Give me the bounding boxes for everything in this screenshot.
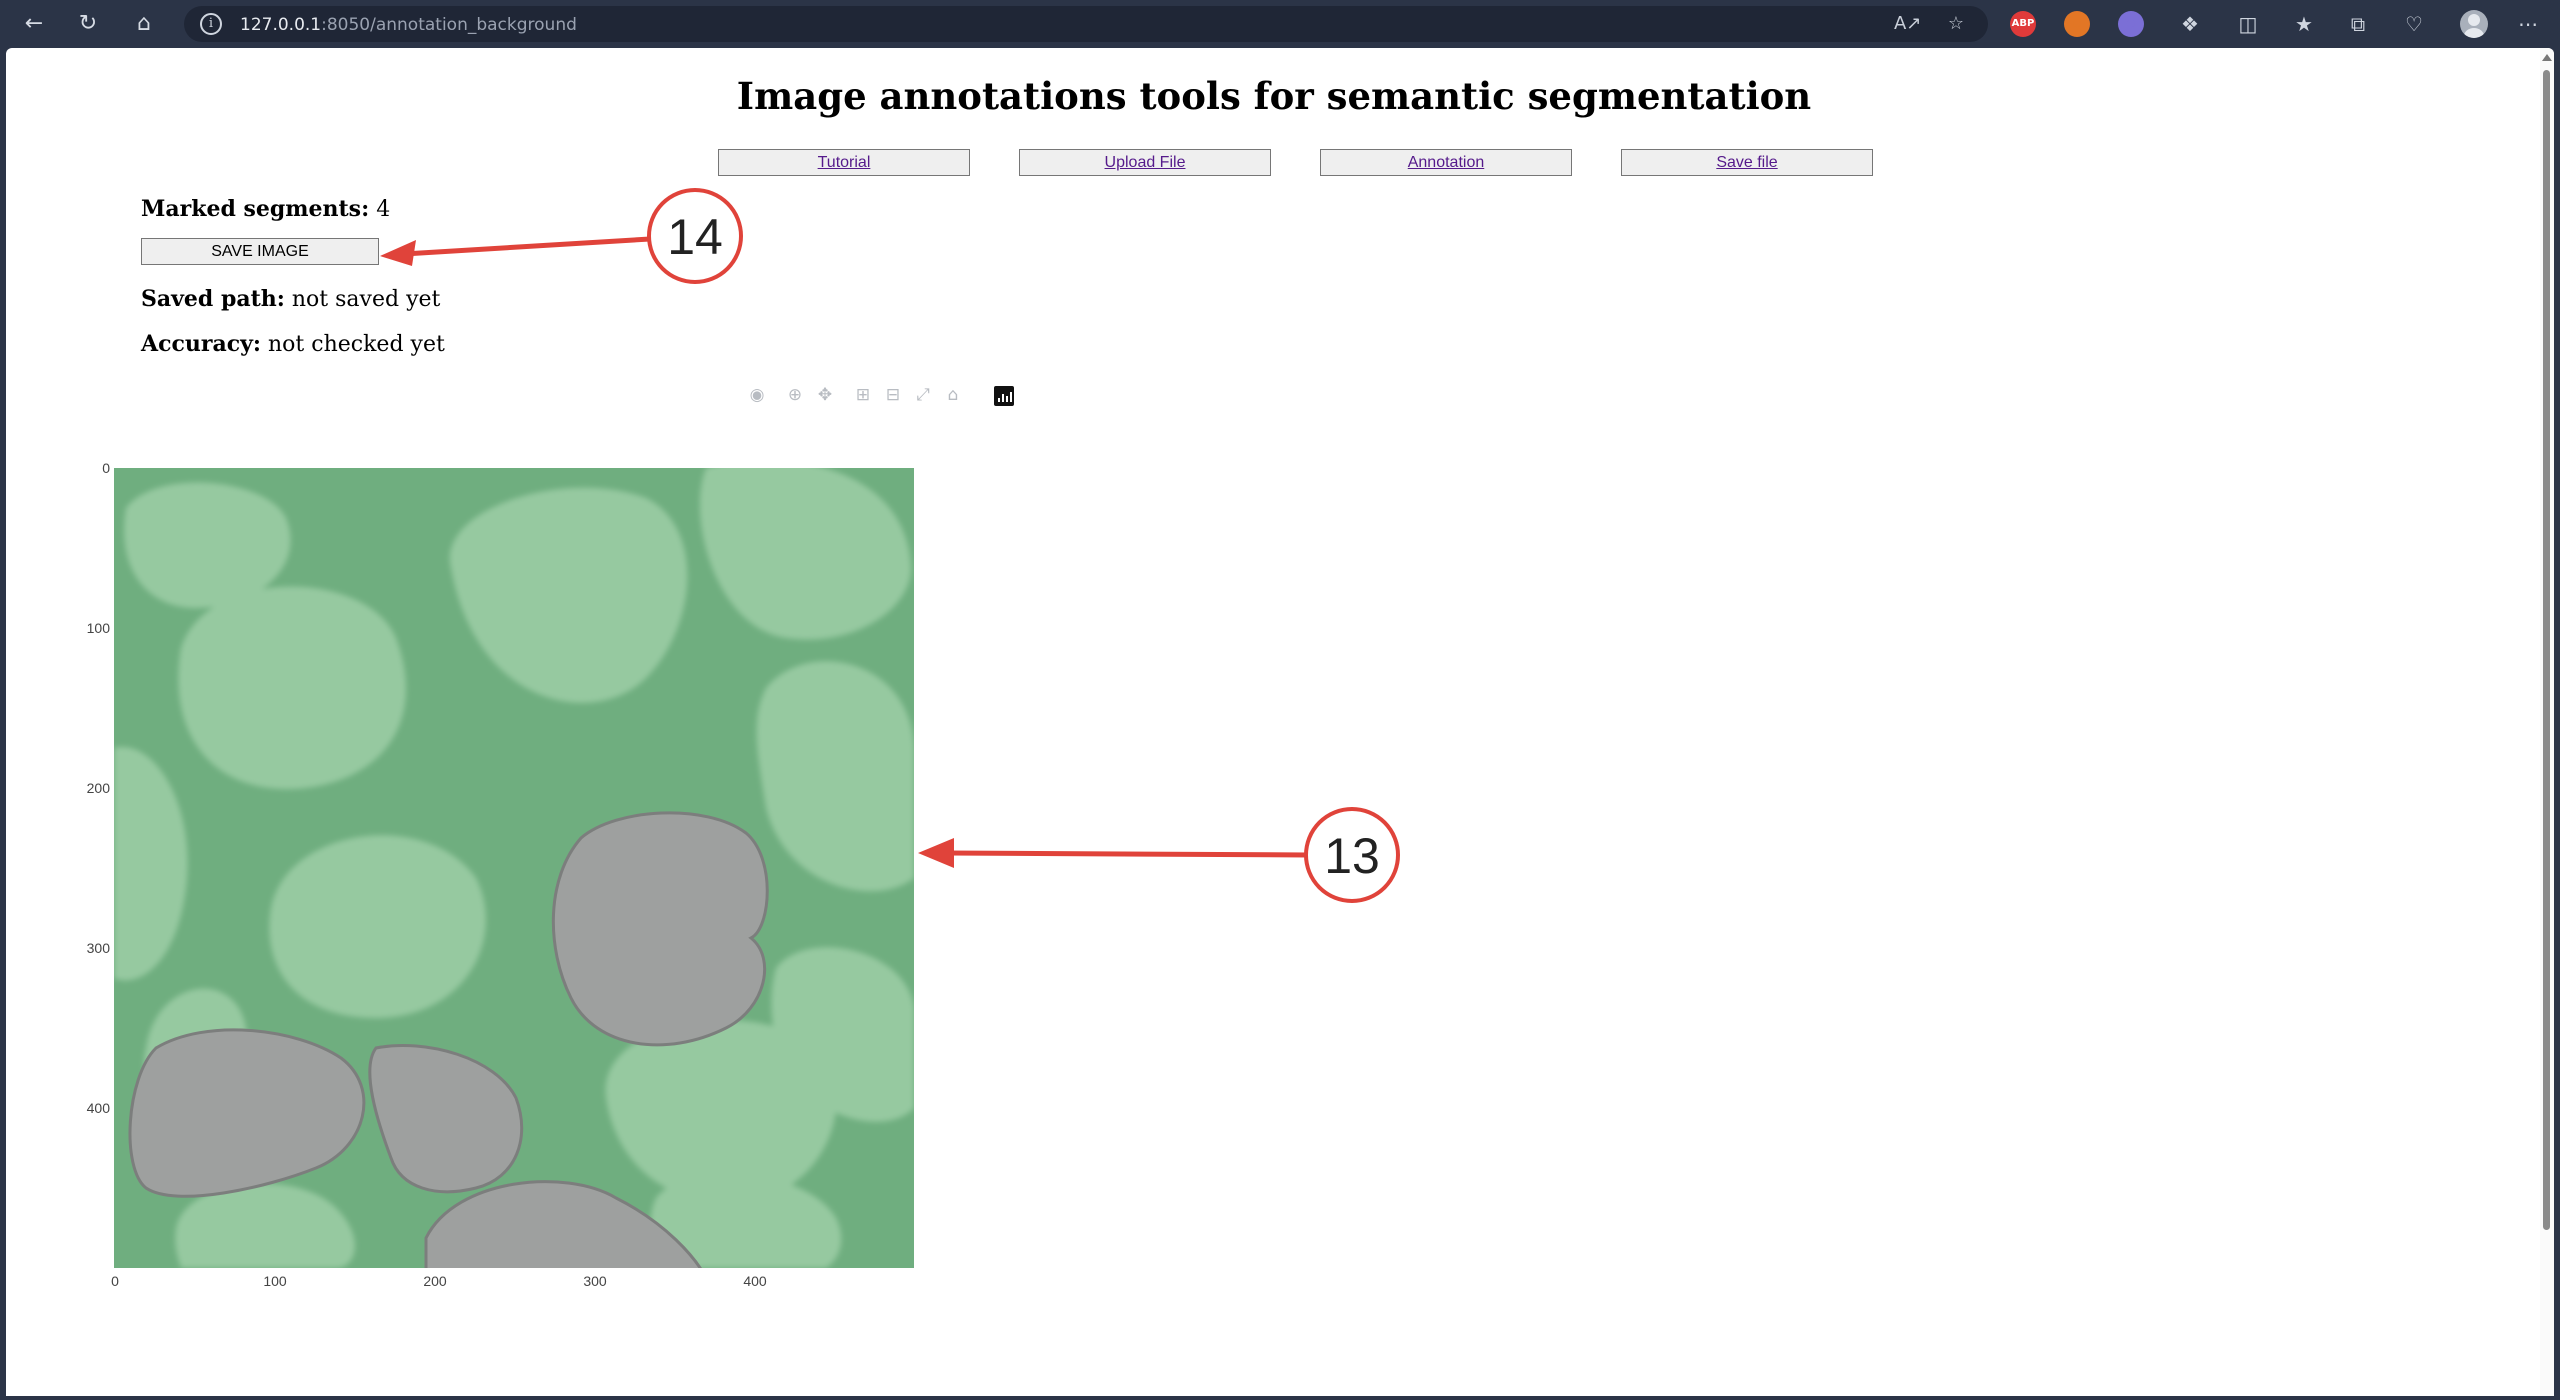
more-menu-icon[interactable]: ⋯ xyxy=(2518,12,2538,36)
callout-number: 13 xyxy=(1324,828,1380,884)
segmentation-plot: 0 100 200 300 400 0 100 200 300 400 14 1… xyxy=(87,188,1400,1289)
favorites-icon[interactable]: ★ xyxy=(2295,12,2313,36)
page-viewport: Image annotations tools for semantic seg… xyxy=(6,48,2554,1396)
y-tick-label: 200 xyxy=(87,780,111,796)
zoom-out-icon[interactable]: ⊟ xyxy=(885,385,901,405)
save-image-button[interactable]: SAVE IMAGE xyxy=(141,238,379,265)
site-info-icon[interactable]: i xyxy=(200,13,222,35)
y-tick-label: 100 xyxy=(87,620,111,636)
x-tick-label: 200 xyxy=(423,1273,447,1289)
saved-path-value: not saved yet xyxy=(291,287,441,312)
cell xyxy=(124,482,291,608)
zoom-in-icon[interactable]: ⊞ xyxy=(855,385,871,405)
accuracy-value: not checked yet xyxy=(268,332,445,357)
segmentation-image[interactable] xyxy=(114,460,914,1278)
cell xyxy=(650,1173,842,1268)
cell xyxy=(449,487,688,703)
cell xyxy=(605,1020,837,1203)
cell xyxy=(178,586,406,790)
collections-icon[interactable]: ⧉ xyxy=(2350,12,2366,36)
home-icon[interactable]: ⌂ xyxy=(137,11,151,36)
cell xyxy=(771,947,914,1122)
url-text[interactable]: 127.0.0.1:8050/annotation_background xyxy=(240,15,577,35)
marked-segments xyxy=(128,811,769,1268)
nav-annotation-link[interactable]: Annotation xyxy=(1320,149,1572,176)
pan-icon[interactable]: ✥ xyxy=(817,385,833,405)
adblock-extension-icon[interactable]: ABP xyxy=(2010,11,2036,37)
zoom-icon[interactable]: ⊕ xyxy=(787,385,803,405)
cloud-extension-icon[interactable]: ● xyxy=(2118,11,2144,37)
y-tick-label: 0 xyxy=(102,460,110,476)
cell xyxy=(175,1183,355,1268)
nav-upload-file-link[interactable]: Upload File xyxy=(1019,149,1271,176)
saved-path-line: Saved path: not saved yet xyxy=(141,286,440,312)
callout-circle xyxy=(647,188,743,284)
x-tick-label: 300 xyxy=(583,1273,607,1289)
page-scrollbar[interactable] xyxy=(2540,48,2554,1396)
y-axis: 0 100 200 300 400 xyxy=(87,460,111,1116)
camera-icon[interactable]: ◉ xyxy=(749,385,765,405)
page-title: Image annotations tools for semantic seg… xyxy=(736,74,1812,118)
address-bar[interactable]: i 127.0.0.1:8050/annotation_background A… xyxy=(184,6,1988,42)
nav-tutorial-link[interactable]: Tutorial xyxy=(718,149,970,176)
metamask-extension-icon[interactable]: ● xyxy=(2064,11,2090,37)
x-tick-label: 400 xyxy=(743,1273,767,1289)
y-tick-label: 300 xyxy=(87,940,111,956)
x-tick-label: 100 xyxy=(263,1273,287,1289)
favorite-star-icon[interactable]: ☆ xyxy=(1947,13,1965,34)
callout-arrow-line xyxy=(945,850,1309,858)
reload-icon[interactable]: ↻ xyxy=(78,11,98,36)
read-aloud-icon[interactable]: A↗ xyxy=(1894,13,1922,34)
cell xyxy=(699,468,911,640)
nav-save-file-link[interactable]: Save file xyxy=(1621,149,1873,176)
x-axis: 0 100 200 300 400 xyxy=(111,1273,767,1289)
marked-segment xyxy=(551,811,769,1047)
scroll-up-icon[interactable] xyxy=(2542,54,2552,61)
marked-segments-value: 4 xyxy=(376,197,391,222)
autoscale-icon[interactable]: ⤢ xyxy=(916,385,930,405)
y-tick-label: 400 xyxy=(87,1100,111,1116)
x-tick-label: 0 xyxy=(111,1273,119,1289)
callout-arrowhead xyxy=(380,240,416,266)
profile-avatar[interactable] xyxy=(2460,10,2488,38)
callout-arrowhead xyxy=(918,838,954,868)
unmarked-cells xyxy=(114,468,914,1268)
split-screen-icon[interactable]: ◫ xyxy=(2238,12,2258,36)
cell xyxy=(756,661,914,892)
back-arrow-icon[interactable]: ← xyxy=(24,11,44,36)
saved-path-label: Saved path: xyxy=(141,286,285,312)
plotly-logo-icon[interactable] xyxy=(994,386,1014,406)
marked-segment xyxy=(368,1043,524,1194)
browser-toolbar: ← ↻ ⌂ i 127.0.0.1:8050/annotation_backgr… xyxy=(0,0,2560,48)
reset-axes-home-icon[interactable]: ⌂ xyxy=(947,385,959,405)
cell xyxy=(114,747,188,981)
accuracy-label: Accuracy: xyxy=(141,331,262,357)
extensions-puzzle-icon[interactable]: ❖ xyxy=(2181,12,2199,36)
callout-circle xyxy=(1304,807,1400,903)
marked-segments-label: Marked segments: xyxy=(141,196,370,222)
scrollbar-thumb[interactable] xyxy=(2543,70,2550,1230)
cell xyxy=(269,835,486,1018)
browser-essentials-icon[interactable]: ♡ xyxy=(2405,12,2423,36)
accuracy-line: Accuracy: not checked yet xyxy=(141,331,445,357)
marked-segment xyxy=(424,1180,702,1268)
callout-arrow-line xyxy=(403,236,651,257)
callout-14: 14 xyxy=(380,188,743,284)
callout-number: 14 xyxy=(667,209,723,265)
callout-13: 13 xyxy=(918,807,1400,903)
marked-segments-line: Marked segments: 4 xyxy=(141,196,390,222)
marked-segment xyxy=(128,1028,366,1198)
